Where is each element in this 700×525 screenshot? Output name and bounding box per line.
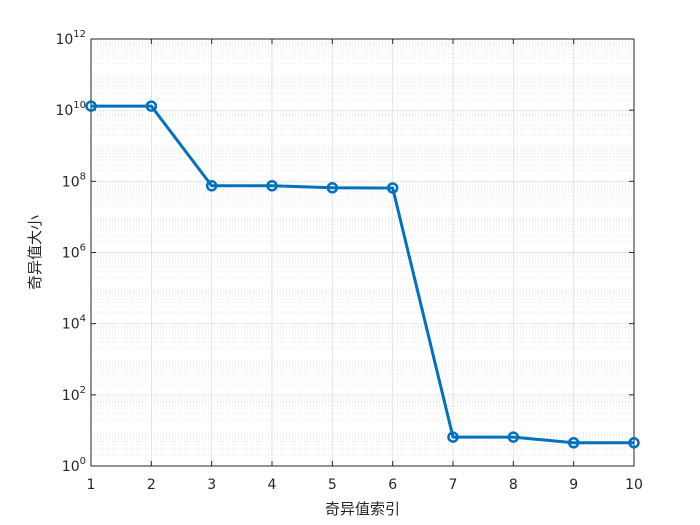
data-point: [507, 431, 520, 443]
data-point: [628, 437, 640, 449]
data-point: [567, 437, 580, 449]
data-point: [386, 182, 399, 194]
y-tick-label: 102: [62, 385, 86, 404]
x-tick-label: 9: [569, 477, 578, 493]
data-point: [326, 182, 339, 194]
y-tick-label: 104: [62, 314, 86, 333]
x-tick-label: 1: [87, 477, 96, 493]
y-tick-label: 1012: [55, 29, 86, 48]
x-tick-label: 10: [625, 477, 643, 493]
y-axis-label: 奇异值大小: [26, 215, 44, 290]
data-point: [85, 100, 97, 112]
x-tick-label: 6: [388, 477, 397, 493]
x-tick-label: 8: [509, 477, 518, 493]
x-tick-label: 2: [147, 477, 156, 493]
data-point: [447, 431, 459, 443]
x-axis-label: 奇异值索引: [325, 500, 400, 518]
y-tick-label: 1010: [55, 100, 86, 119]
tick-labels: 100 102 104 106 108 1010 1012 1 2 3 4 5 6 7 8 9 10: [55, 29, 642, 493]
data-point: [266, 180, 278, 192]
series-line: [91, 104, 634, 445]
x-tick-label: 4: [268, 477, 277, 493]
axis-ticks: [90, 38, 635, 467]
data-point: [205, 180, 218, 192]
y-tick-label: 106: [62, 243, 86, 262]
y-tick-label: 108: [62, 171, 86, 190]
y-tick-label: 100: [62, 456, 86, 475]
x-tick-label: 7: [449, 477, 458, 493]
x-tick-label: 3: [207, 477, 216, 493]
data-point: [145, 100, 158, 112]
series-layer: [85, 100, 640, 449]
x-tick-label: 5: [328, 477, 337, 493]
